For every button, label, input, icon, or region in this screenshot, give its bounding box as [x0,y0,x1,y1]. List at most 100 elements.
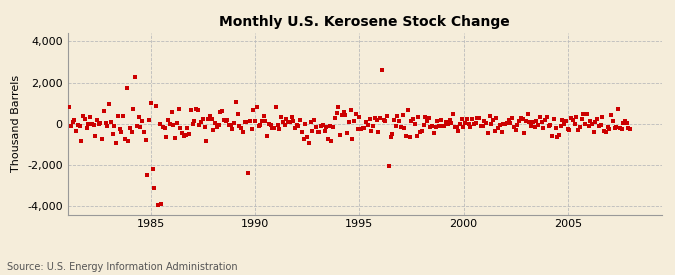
Point [437,124,448,128]
Point [177,131,188,135]
Point [180,133,191,137]
Point [338,110,349,114]
Point [589,130,599,134]
Point [90,134,101,138]
Point [326,139,337,143]
Point [383,164,394,168]
Point [151,104,161,108]
Point [323,137,333,141]
Point [217,109,227,114]
Point [215,110,225,115]
Point [272,123,283,127]
Point [135,125,146,129]
Point [451,124,462,129]
Point [597,115,608,119]
Point [495,123,506,127]
Point [479,119,490,123]
Point [256,119,267,123]
Point [64,105,75,109]
Point [531,119,542,123]
Point [137,119,148,123]
Point [314,130,325,135]
Point [349,119,360,123]
Point [396,125,406,130]
Point [414,130,425,135]
Point [187,122,198,127]
Point [319,128,330,133]
Point [238,130,248,134]
Point [455,122,466,126]
Point [313,130,323,134]
Point [483,131,493,135]
Point [192,107,203,112]
Point [232,112,243,117]
Point [153,203,163,207]
Point [520,118,531,123]
Point [613,106,624,111]
Point [182,125,193,130]
Point [622,120,632,125]
Point [516,116,526,120]
Point [202,117,213,122]
Point [156,202,167,206]
Point [569,122,580,126]
Point [538,126,549,130]
Point [234,123,245,128]
Point [307,129,318,133]
Point [111,141,122,146]
Point [243,171,254,175]
Point [432,119,443,123]
Point [352,127,363,131]
Point [231,100,242,104]
Point [566,116,576,120]
Point [595,123,606,128]
Point [125,126,136,130]
Point [543,123,554,128]
Point [147,167,158,171]
Point [331,111,342,116]
Point [126,130,137,134]
Point [194,123,205,128]
Point [201,139,212,143]
Point [208,128,219,132]
Point [168,123,179,127]
Point [104,102,115,107]
Point [602,125,613,129]
Point [380,119,391,123]
Point [465,124,476,129]
Point [72,123,83,128]
Point [572,128,583,132]
Point [535,115,545,119]
Point [411,133,422,138]
Point [239,120,250,124]
Point [468,122,479,127]
Point [467,117,478,121]
Point [236,125,246,130]
Point [404,135,415,139]
Point [604,127,615,131]
Point [536,120,547,124]
Point [545,123,556,127]
Point [472,116,483,121]
Point [321,125,331,129]
Point [618,121,628,125]
Point [356,127,367,131]
Point [361,120,372,125]
Point [328,124,339,129]
Point [605,113,616,117]
Point [366,129,377,134]
Point [378,118,389,122]
Point [304,141,315,145]
Point [149,185,160,190]
Point [267,125,278,130]
Point [293,124,304,128]
Point [325,123,335,128]
Point [385,135,396,139]
Point [504,118,514,122]
Point [429,130,439,135]
Point [505,120,516,125]
Point [368,124,379,128]
Point [300,122,311,126]
Point [519,131,530,135]
Point [210,121,221,126]
